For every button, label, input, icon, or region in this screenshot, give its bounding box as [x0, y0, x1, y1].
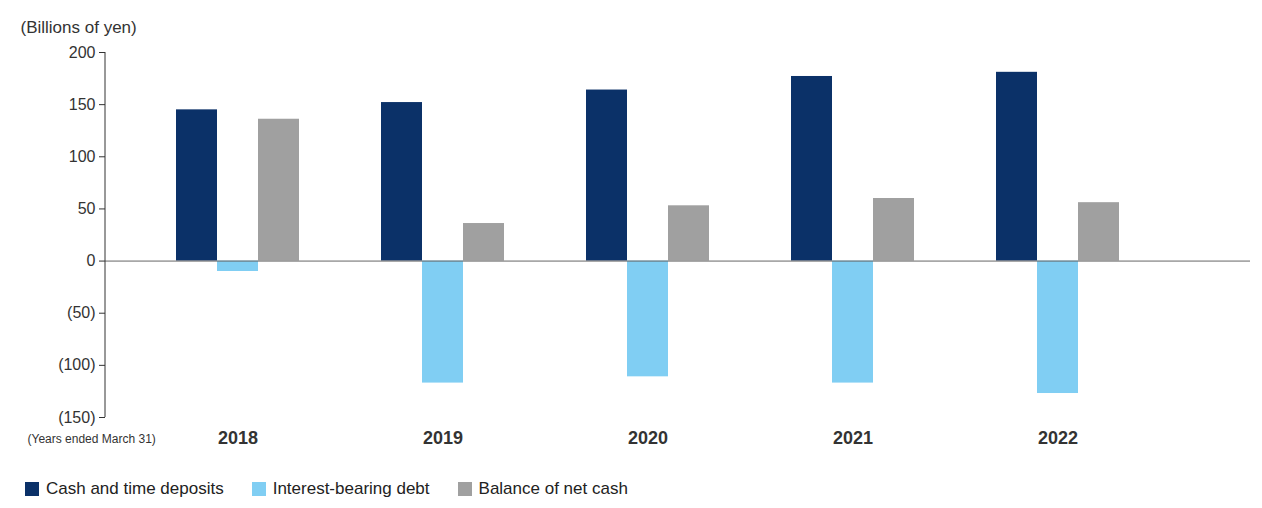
svg-text:0: 0	[87, 252, 96, 269]
html-text:Cash and time deposits: Cash and time deposits	[46, 479, 224, 498]
svg-text:(50): (50)	[67, 304, 95, 321]
svg-text:2021: 2021	[833, 428, 873, 448]
svg-text:(150): (150)	[58, 409, 95, 426]
svg-text:(Billions of yen): (Billions of yen)	[21, 18, 137, 37]
svg-text:50: 50	[78, 200, 96, 217]
svg-text:2020: 2020	[628, 428, 668, 448]
html-text:Interest-bearing debt: Interest-bearing debt	[272, 479, 430, 498]
svg-text:2019: 2019	[423, 428, 463, 448]
svg-text:150: 150	[69, 96, 96, 113]
svg-text:2022: 2022	[1038, 428, 1078, 448]
svg-text:2018: 2018	[218, 428, 258, 448]
svg-text:(Years ended March 31): (Years ended March 31)	[28, 432, 156, 446]
svg-text:200: 200	[69, 44, 96, 61]
svg-text:100: 100	[69, 148, 96, 165]
svg-text:(100): (100)	[58, 356, 95, 373]
html-text:Balance of net cash: Balance of net cash	[478, 479, 628, 498]
